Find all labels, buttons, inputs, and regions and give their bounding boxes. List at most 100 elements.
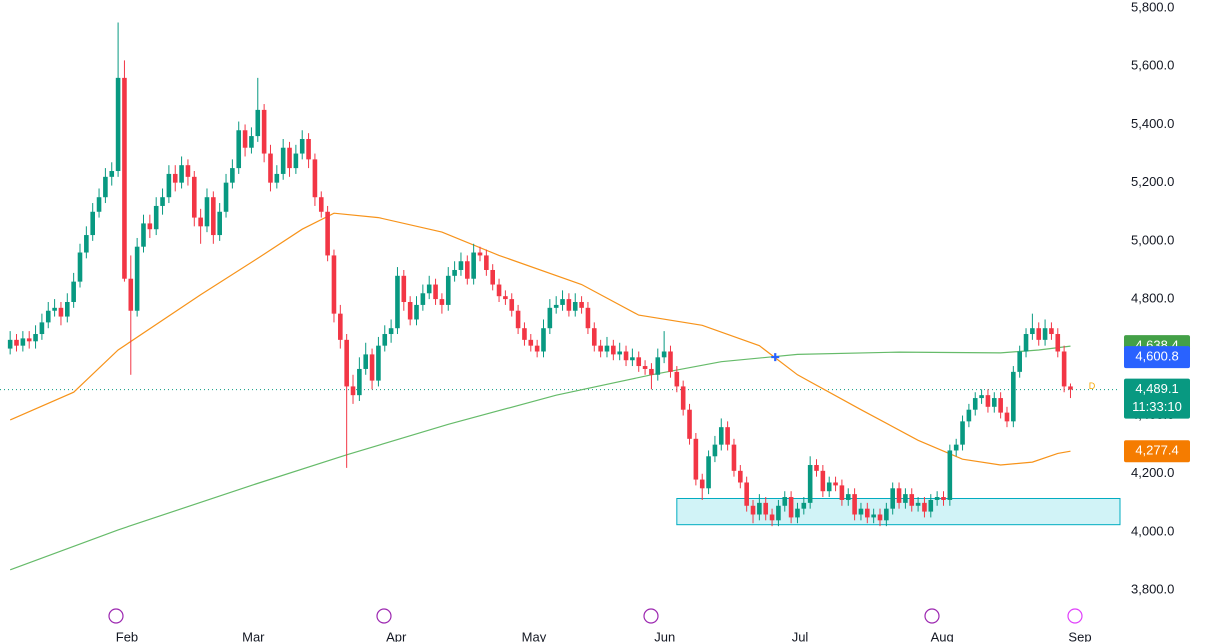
candle-body xyxy=(306,138,311,160)
candle-body xyxy=(344,339,349,387)
candle-body xyxy=(242,130,248,148)
candle-body xyxy=(1068,386,1073,390)
marker-label: D xyxy=(1089,381,1096,391)
candle-body xyxy=(528,339,534,346)
candle-body xyxy=(947,450,953,500)
candle-body xyxy=(153,205,159,230)
candle-body xyxy=(522,328,527,340)
candle-body xyxy=(299,138,305,154)
y-tick-label: 5,600.0 xyxy=(1131,58,1174,73)
candle-body xyxy=(414,304,419,320)
candle-body xyxy=(433,284,438,300)
y-tick-label: 5,400.0 xyxy=(1131,116,1174,131)
candle-body xyxy=(1055,334,1061,352)
candle-body xyxy=(261,109,267,154)
price-label: 4,600.8 xyxy=(1135,349,1178,364)
moving-average-line xyxy=(9,212,1071,466)
candle-body xyxy=(763,502,769,515)
candle-body xyxy=(757,502,762,515)
candle-body xyxy=(230,168,235,183)
y-tick-label: 4,000.0 xyxy=(1131,523,1174,538)
candle-body xyxy=(1023,334,1029,352)
candle-body xyxy=(960,421,965,445)
candle-body xyxy=(541,328,546,352)
candle-body xyxy=(998,398,1003,413)
candle-body xyxy=(661,351,667,358)
candle-body xyxy=(617,351,622,355)
candle-body xyxy=(884,508,889,521)
candle-body xyxy=(579,302,584,308)
x-tick-label: Mar xyxy=(242,630,265,642)
event-icons xyxy=(108,608,1083,624)
candle-body xyxy=(77,252,83,282)
candle-body xyxy=(725,427,730,445)
y-tick-label: 5,200.0 xyxy=(1131,174,1174,189)
candle-body xyxy=(84,235,89,253)
candle-body xyxy=(166,173,172,198)
candle-body xyxy=(318,197,324,212)
candle-body xyxy=(534,345,540,352)
candle-body xyxy=(503,296,508,300)
y-tick-label: 5,000.0 xyxy=(1131,232,1174,247)
candle-body xyxy=(604,345,610,352)
candle-body xyxy=(338,313,343,340)
candle-body xyxy=(731,444,737,471)
candle-body xyxy=(490,269,495,285)
candle-body xyxy=(699,479,705,489)
candle-body xyxy=(642,366,648,369)
candle-body xyxy=(147,223,153,230)
last-price-box xyxy=(1124,378,1190,419)
candle-body xyxy=(712,444,718,457)
x-tick-label: Feb xyxy=(116,630,138,642)
candle-body xyxy=(826,482,832,492)
x-tick-label: Jun xyxy=(654,630,675,642)
candle-body xyxy=(953,444,959,451)
candle-body xyxy=(909,494,915,506)
candle-body xyxy=(718,427,724,445)
candle-body xyxy=(172,173,178,183)
candle-body xyxy=(706,456,711,489)
candle-body xyxy=(915,502,921,506)
candle-body xyxy=(845,494,851,500)
candle-body xyxy=(801,502,807,509)
moving-average-line xyxy=(9,345,1071,571)
candle-body xyxy=(896,488,902,503)
candle-body xyxy=(45,310,51,323)
candle-body xyxy=(376,345,381,381)
candle-body xyxy=(871,514,876,518)
candle-body xyxy=(185,165,191,177)
candle-body xyxy=(1030,328,1035,335)
candle-body xyxy=(496,284,502,297)
candle-body xyxy=(807,465,813,503)
candle-body xyxy=(96,197,102,212)
candle-body xyxy=(1061,351,1067,387)
candle-body xyxy=(934,497,940,500)
candle-body xyxy=(776,505,781,521)
candle-body xyxy=(890,488,895,509)
candle-body xyxy=(458,261,464,270)
candle-body xyxy=(972,398,978,410)
y-tick-label: 4,200.0 xyxy=(1131,465,1174,480)
candle-body xyxy=(1011,371,1016,422)
candle-body xyxy=(680,386,686,410)
candle-body xyxy=(649,368,654,375)
candle-body xyxy=(223,182,229,212)
candle-body xyxy=(293,153,299,169)
candle-body xyxy=(922,502,927,512)
candle-body xyxy=(877,514,883,521)
candle-body xyxy=(407,302,413,320)
candle-body xyxy=(255,109,261,137)
candle-body xyxy=(103,176,108,198)
candle-body xyxy=(769,514,775,521)
candle-body xyxy=(979,395,984,399)
candle-body xyxy=(388,328,394,335)
candle-body xyxy=(839,485,845,500)
candle-body xyxy=(738,470,743,483)
candle-body xyxy=(611,345,616,355)
candle-body xyxy=(636,357,642,367)
candle-body xyxy=(217,211,222,236)
candle-body xyxy=(966,409,972,422)
y-tick-label: 5,800.0 xyxy=(1131,0,1174,14)
candle-body xyxy=(1036,328,1042,340)
